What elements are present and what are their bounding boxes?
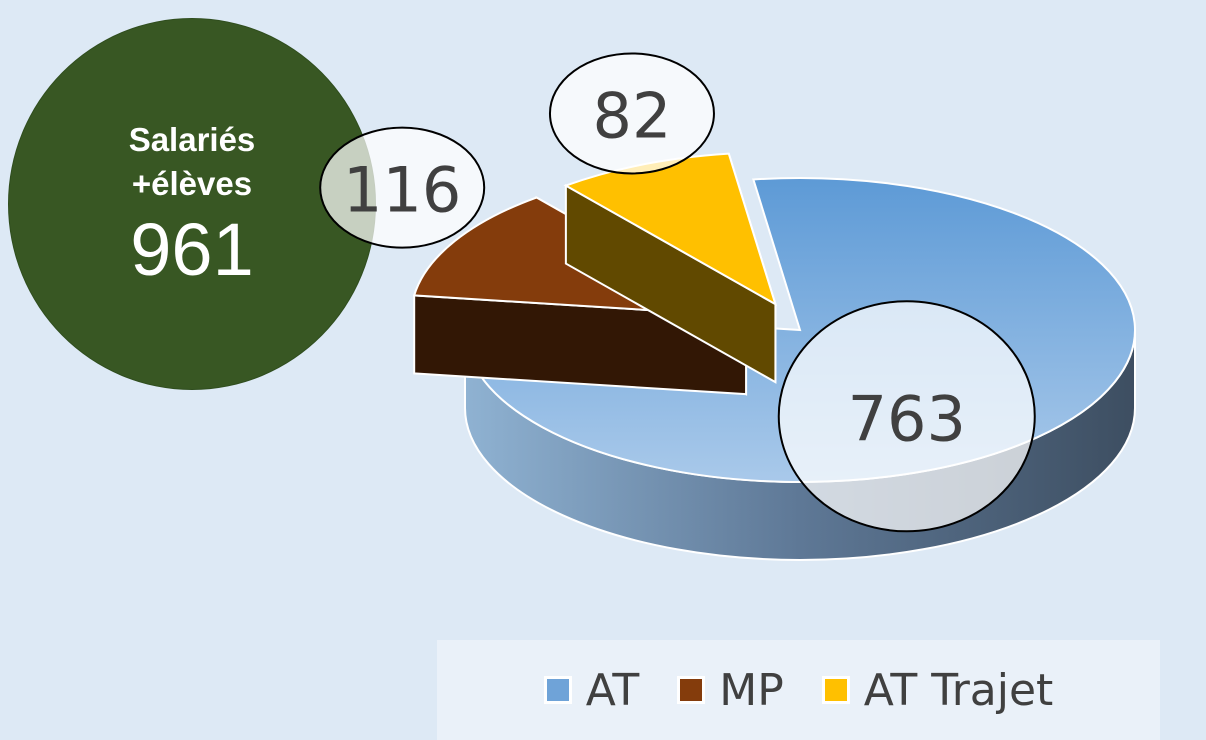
data-label-at: 763 — [777, 300, 1036, 533]
svg-text:82: 82 — [593, 79, 672, 152]
legend: AT MP AT Trajet — [437, 640, 1160, 740]
total-circle: Salariés +élèves 961 — [8, 18, 376, 390]
legend-label-mp: MP — [719, 664, 784, 716]
legend-swatch-at — [543, 676, 572, 704]
legend-swatch-mp — [677, 676, 706, 704]
legend-item-at: AT — [543, 664, 640, 716]
pie-slice-at-trajet — [563, 152, 778, 384]
legend-item-mp: MP — [677, 665, 784, 716]
data-label-at-trajet: 82 — [548, 52, 715, 175]
pie-chart: 763 116 82 — [319, 52, 1136, 561]
svg-text:763: 763 — [848, 382, 966, 455]
total-label-line2: +élèves — [131, 165, 253, 202]
legend-swatch-at-trajet — [821, 676, 850, 704]
legend-item-at-trajet: AT Trajet — [821, 664, 1054, 716]
data-label-mp: 116 — [319, 126, 486, 249]
total-value: 961 — [130, 208, 254, 291]
legend-label-at: AT — [585, 664, 640, 716]
svg-text:116: 116 — [343, 154, 461, 227]
total-label-line1: Salariés — [128, 121, 256, 158]
legend-label-at-trajet: AT Trajet — [863, 664, 1054, 716]
